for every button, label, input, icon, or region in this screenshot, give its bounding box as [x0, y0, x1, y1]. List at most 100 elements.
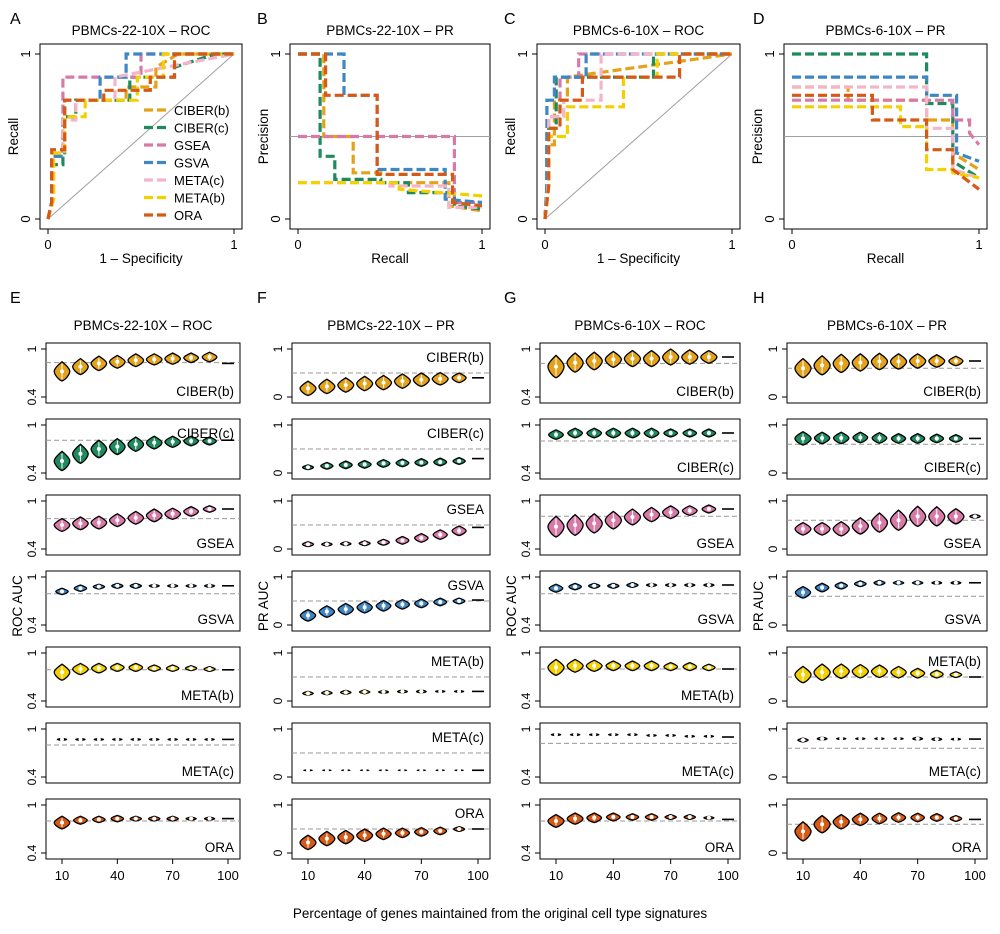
y-tick-label: 1 [519, 725, 533, 732]
x-axis-label: Recall [371, 251, 409, 266]
y-tick-label: 1 [18, 50, 33, 57]
violin-median [343, 690, 348, 695]
subplot-frame-ciber-b [786, 342, 988, 404]
curve-ora [543, 52, 732, 220]
violin-median [858, 360, 863, 365]
violin-median [953, 436, 958, 441]
panel-letter-d: D [753, 11, 765, 28]
curve-gsea [298, 134, 482, 205]
violin-median [170, 583, 175, 588]
y-tick-label: 0 [271, 469, 285, 476]
y-tick-label: 0 [271, 545, 285, 552]
violin-median [630, 663, 635, 668]
x-tick-label: 1 [478, 237, 485, 252]
violin-median [649, 815, 654, 819]
method-label-gsea: GSEA [696, 536, 734, 551]
x-axis-label: 1 – Specificity [99, 251, 183, 266]
violin-median [419, 377, 424, 382]
violin-median [858, 523, 863, 528]
panel-letter-b: B [257, 11, 268, 28]
violin-median [152, 737, 157, 742]
y-axis-label: ROC AUC [10, 575, 25, 637]
violin-median [78, 667, 83, 671]
violin-median [801, 366, 805, 371]
curve-ciber-c [298, 52, 483, 211]
violin-median [115, 816, 120, 821]
subplot-frame-meta-c [45, 722, 241, 784]
violin-median [630, 815, 635, 819]
violin-median [858, 817, 863, 822]
violin-median [306, 542, 310, 547]
violin-median [419, 601, 424, 606]
legend-label-meta-c: META(c) [174, 173, 224, 188]
y-axis-label: Precision [256, 109, 271, 165]
violin-median [96, 584, 101, 589]
violin-median [60, 670, 64, 675]
violin-median [611, 732, 616, 737]
y-tick-label: 1 [519, 497, 533, 504]
violin-median [133, 583, 138, 588]
x-tick-label: 10 [55, 868, 69, 883]
violin-median [953, 737, 958, 742]
violin-median [133, 816, 138, 821]
y-tick-label: 0 [766, 393, 780, 400]
violin-median [649, 356, 654, 361]
subplot-frame-ora [786, 798, 988, 860]
y-axis-label: Precision [750, 109, 765, 165]
violin-median [687, 583, 692, 587]
y-tick-label: 0.4 [519, 540, 533, 557]
violin-median [896, 815, 901, 820]
violin-median [419, 768, 424, 773]
violin-median [324, 836, 329, 841]
violin-median [554, 819, 558, 823]
y-tick-label: 0 [766, 697, 780, 704]
violin-median [343, 462, 348, 467]
figure-x-axis-label: Percentage of genes maintained from the … [293, 906, 707, 921]
violin-median [706, 665, 711, 670]
violin-median [877, 435, 882, 440]
violin-median [438, 459, 443, 464]
violin-median [668, 583, 673, 587]
legend-label-meta-b: META(b) [174, 191, 225, 206]
violin-median [170, 511, 175, 516]
x-tick-label: 70 [165, 868, 179, 883]
violin-median [668, 733, 673, 738]
violin-median [419, 829, 424, 834]
violin-median [592, 583, 597, 588]
violin-median [915, 514, 920, 519]
violin-median [706, 507, 711, 511]
subplot-frame-gsva [786, 570, 988, 632]
violin-median [400, 538, 405, 543]
violin-median [152, 440, 157, 445]
violin-median [801, 672, 805, 677]
y-tick-label: 0 [766, 469, 780, 476]
violin-median [573, 360, 578, 365]
violin-median [381, 603, 386, 608]
violin-median [115, 444, 120, 449]
violin-median [592, 732, 597, 737]
violin-median [877, 580, 882, 585]
violin-median [554, 586, 558, 591]
curve-meta-c [298, 181, 482, 209]
violin-median [896, 670, 901, 675]
method-label-ciber-b: CIBER(b) [426, 350, 484, 365]
y-tick-label: 0.4 [25, 844, 39, 861]
y-tick-label: 1 [271, 801, 285, 808]
violin-median [820, 526, 825, 531]
violin-median [115, 359, 120, 364]
x-tick-label: 1 [728, 237, 735, 252]
violin-median [400, 768, 405, 773]
y-tick-label: 1 [766, 649, 780, 656]
reference-diagonal [47, 53, 235, 220]
violin-median [839, 669, 844, 674]
violin-median [306, 691, 310, 696]
violin-median [839, 736, 844, 741]
x-tick-label: 100 [217, 868, 239, 883]
y-tick-label: 1 [25, 725, 39, 732]
violin-median [362, 462, 367, 467]
violin-median [343, 383, 348, 387]
violin-median [934, 815, 939, 820]
curve-gsva [543, 52, 732, 220]
violin-median [915, 736, 920, 741]
